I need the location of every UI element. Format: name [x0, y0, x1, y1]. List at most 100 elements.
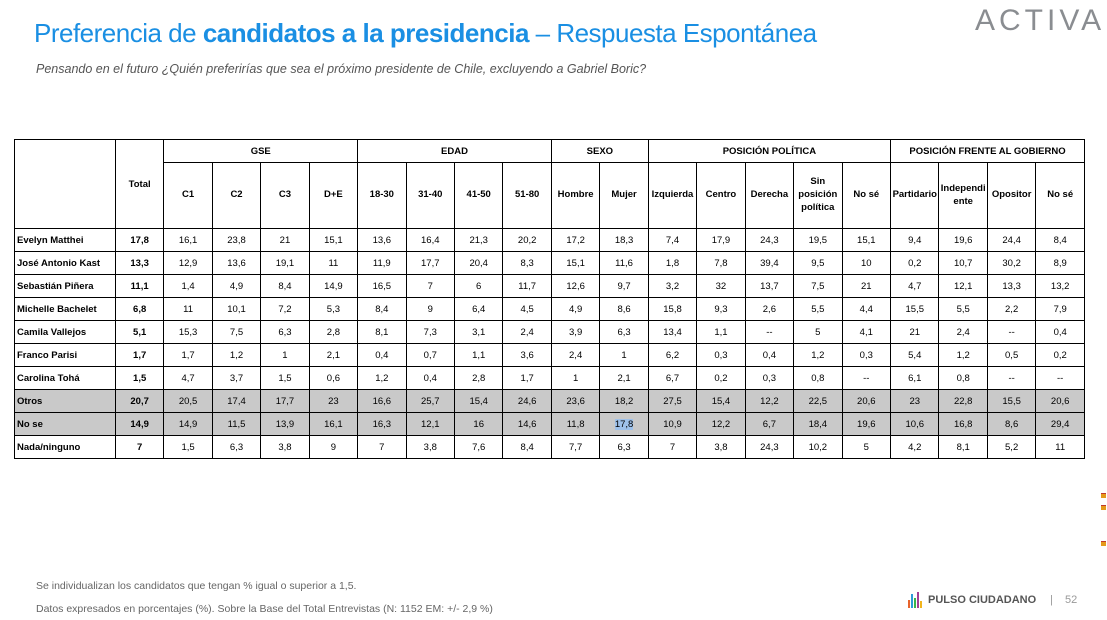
table-cell: 1,5	[260, 366, 310, 390]
table-cell: 1,2	[938, 343, 988, 367]
group-header-gse: GSE	[163, 139, 359, 163]
table-cell: 13,2	[1035, 274, 1085, 298]
table-cell: 18,4	[793, 412, 843, 436]
table-cell: 8,1	[357, 320, 407, 344]
table-cell: 1	[550, 366, 601, 390]
title-pre: Preferencia de	[34, 18, 203, 48]
column-header: C2	[211, 162, 262, 229]
table-cell: 15,4	[696, 389, 746, 413]
table-cell: 2,4	[938, 320, 988, 344]
table-cell: --	[744, 320, 795, 344]
table-cell: 14,9	[163, 412, 213, 436]
table-cell: 5,5	[793, 297, 843, 321]
table-cell: 16,4	[405, 228, 455, 252]
table-cell: 9,3	[696, 297, 746, 321]
page-number: 52	[1065, 594, 1078, 606]
row-label: No se	[14, 412, 116, 436]
table-cell: 10,9	[647, 412, 698, 436]
table-cell: 1,4	[163, 274, 213, 298]
table-cell: --	[986, 366, 1037, 390]
title-bold: candidatos a la presidencia	[202, 18, 530, 48]
table-cell: 30,2	[986, 251, 1037, 275]
table-cell: 14,9	[308, 274, 359, 298]
table-cell: 4,7	[890, 274, 940, 298]
table-cell: 1,5	[163, 435, 213, 459]
table-row: Nada/ninguno 7 1,5 6,3 3,8 9 7 3,8 7,6 8,4 7,7 6,3 7…	[14, 435, 1085, 459]
table-cell: 8,6	[986, 412, 1037, 436]
column-header: Mujer	[599, 162, 649, 229]
table-cell: 16,6	[357, 389, 407, 413]
table-cell: 10,6	[890, 412, 940, 436]
table-cell: 0,3	[744, 366, 795, 390]
table-cell: 7	[647, 435, 698, 459]
orange-marker	[1101, 493, 1106, 498]
table-cell: 19,6	[841, 412, 892, 436]
row-label: José Antonio Kast	[14, 251, 116, 275]
table-cell: 7,3	[405, 320, 455, 344]
table-cell: 13,4	[647, 320, 698, 344]
table-cell: 22,5	[793, 389, 843, 413]
brand-name: PULSO CIUDADANO	[928, 594, 1037, 606]
table-cell: 15,1	[841, 228, 892, 252]
table-cell: 6,3	[211, 435, 262, 459]
table-cell: 0,7	[405, 343, 455, 367]
table-cell: 4,2	[890, 435, 940, 459]
table-cell: 3,8	[405, 435, 455, 459]
table-cell: 6,3	[260, 320, 310, 344]
column-header: Sin posición política	[793, 162, 843, 229]
table-cell: 4,1	[841, 320, 892, 344]
footnote: Se individualizan los candidatos que ten…	[36, 580, 357, 592]
table-cell: 17,8	[599, 412, 649, 436]
table-cell: 0,6	[308, 366, 359, 390]
table-cell: 0,3	[841, 343, 892, 367]
column-header: Partidario	[890, 162, 940, 229]
table-cell: 8,3	[502, 251, 552, 275]
table-cell: 15,1	[308, 228, 359, 252]
row-label: Evelyn Matthei	[14, 228, 116, 252]
table-cell: 7,5	[211, 320, 262, 344]
table-row: No se 14,9 14,9 11,5 13,9 16,1 16,3 12,1 16 14,6 1…	[14, 412, 1085, 436]
table-cell: 16	[453, 412, 504, 436]
table-cell: 8,1	[938, 435, 988, 459]
table-cell: 12,1	[938, 274, 988, 298]
total-cell: 5,1	[114, 320, 165, 344]
column-header: 31-40	[405, 162, 455, 229]
table-cell: 4,5	[502, 297, 552, 321]
table-cell: 9	[308, 435, 359, 459]
table-cell: 7,5	[793, 274, 843, 298]
table-cell: 19,1	[260, 251, 310, 275]
row-label: Nada/ninguno	[14, 435, 116, 459]
table-cell: 0,2	[696, 366, 746, 390]
table-cell: 6,1	[890, 366, 940, 390]
total-header: Total	[114, 139, 165, 229]
table-cell: 24,3	[744, 435, 795, 459]
brand-separator: |	[1050, 594, 1054, 606]
column-header: D+E	[308, 162, 359, 229]
row-label: Michelle Bachelet	[14, 297, 116, 321]
title-post: – Respuesta Espontánea	[528, 18, 817, 48]
table-cell: 1,8	[647, 251, 698, 275]
table-cell: 3,9	[550, 320, 601, 344]
table-cell: 2,1	[599, 366, 649, 390]
column-header: Izquierda	[647, 162, 698, 229]
table-cell: 13,3	[986, 274, 1037, 298]
table-cell: 3,8	[696, 435, 746, 459]
row-label: Otros	[14, 389, 116, 413]
table-cell: 15,1	[550, 251, 601, 275]
orange-marker	[1101, 541, 1106, 546]
group-header-sexo: SEXO	[550, 139, 649, 163]
table-cell: 23	[308, 389, 359, 413]
table-cell: 15,5	[890, 297, 940, 321]
table-cell: 1,7	[502, 366, 552, 390]
table-cell: 14,6	[502, 412, 552, 436]
table-cell: 20,4	[453, 251, 504, 275]
table-cell: 27,5	[647, 389, 698, 413]
table-cell: 16,1	[163, 228, 213, 252]
table-cell: 5,4	[890, 343, 940, 367]
table-cell: 23	[890, 389, 940, 413]
table-cell: 1,2	[793, 343, 843, 367]
table-cell: 8,4	[357, 297, 407, 321]
table-cell: 13,6	[211, 251, 262, 275]
table-cell: 6,4	[453, 297, 504, 321]
table-cell: 18,3	[599, 228, 649, 252]
